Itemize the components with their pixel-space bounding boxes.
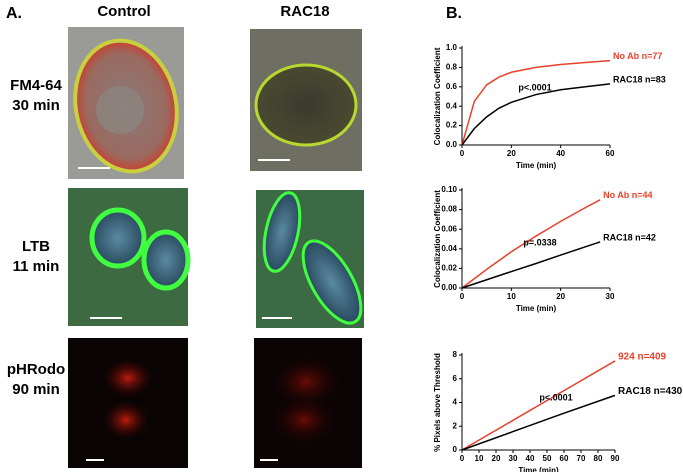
x-tick-label: 40 (526, 454, 535, 463)
x-tick-label: 10 (475, 454, 484, 463)
series-line (461, 199, 601, 289)
y-tick-label: 1.0 (446, 43, 458, 52)
y-tick-label: 2 (453, 421, 458, 430)
panel-label: B. (446, 5, 462, 22)
x-tick-label: 50 (543, 454, 552, 463)
row-label: FM4-64 (10, 77, 62, 94)
x-tick-label: 90 (611, 454, 620, 463)
x-tick-label: 30 (509, 454, 518, 463)
y-axis-label: Colocalization Coefficient (433, 190, 442, 288)
series-line (461, 59, 611, 146)
x-axis-label: Time (min) (516, 304, 557, 313)
y-tick-label: 0.10 (441, 185, 457, 194)
series-label: RAC18 n=42 (603, 232, 656, 242)
annotation: p<.0001 (539, 392, 572, 402)
micrograph (68, 188, 191, 326)
x-tick-label: 20 (556, 292, 565, 301)
series-line (461, 83, 611, 146)
series-label: No Ab n=44 (603, 190, 652, 200)
x-tick-label: 0 (460, 454, 465, 463)
x-tick-label: 80 (594, 454, 603, 463)
y-tick-label: 0.4 (446, 101, 458, 110)
x-tick-label: 60 (560, 454, 569, 463)
row-label: 90 min (12, 381, 60, 398)
column-header: Control (97, 3, 150, 20)
y-axis-label: % Pixels above Threshold (433, 353, 442, 452)
row-label: pHRodo (7, 361, 65, 378)
x-tick-label: 70 (577, 454, 586, 463)
x-axis-label: Time (min) (516, 161, 557, 170)
column-header: RAC18 (280, 3, 329, 20)
x-tick-label: 20 (492, 454, 501, 463)
x-tick-label: 10 (507, 292, 516, 301)
micrograph (68, 27, 184, 179)
y-tick-label: 0.02 (441, 264, 457, 273)
x-tick-label: 40 (556, 149, 565, 158)
micrograph (68, 338, 188, 468)
y-tick-label: 6 (453, 374, 458, 383)
x-tick-label: 30 (606, 292, 615, 301)
micrograph (256, 190, 364, 328)
y-tick-label: 0.06 (441, 224, 457, 233)
y-tick-label: 0.08 (441, 205, 457, 214)
y-tick-label: 0 (453, 445, 458, 454)
y-tick-label: 0.6 (446, 82, 458, 91)
series-label: 924 n=409 (618, 352, 667, 363)
row-label: 11 min (13, 258, 60, 275)
series-label: RAC18 n=430 (618, 386, 683, 397)
y-axis-label: Colocalization Coefficient (433, 47, 442, 145)
x-tick-label: 60 (606, 149, 615, 158)
y-tick-label: 0.8 (446, 63, 458, 72)
series-line (461, 360, 616, 451)
series-line (461, 241, 601, 289)
y-tick-label: 0.0 (446, 140, 458, 149)
x-tick-label: 20 (507, 149, 516, 158)
y-tick-label: 0.2 (446, 121, 458, 130)
x-tick-label: 0 (460, 292, 465, 301)
series-label: No Ab n=77 (613, 51, 662, 61)
row-label: LTB (22, 238, 50, 255)
y-tick-label: 4 (453, 398, 458, 407)
y-tick-label: 0.00 (441, 283, 457, 292)
annotation: p<.0001 (518, 82, 551, 92)
y-tick-label: 8 (453, 350, 458, 359)
x-tick-label: 0 (460, 149, 465, 158)
annotation: p=.0338 (523, 237, 556, 247)
series-line (461, 394, 616, 451)
micrograph (250, 29, 362, 171)
panel-label: A. (6, 5, 22, 22)
row-label: 30 min (12, 97, 60, 114)
y-tick-label: 0.04 (441, 244, 457, 253)
series-label: RAC18 n=83 (613, 74, 666, 84)
x-axis-label: Time (min) (518, 466, 559, 472)
micrograph (254, 338, 362, 468)
